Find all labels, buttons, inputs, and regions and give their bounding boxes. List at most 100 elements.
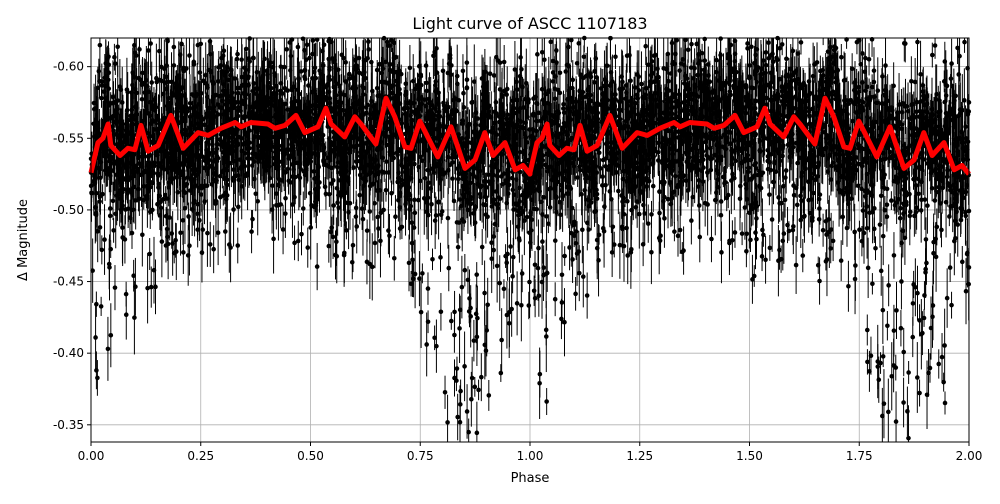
data-point [795,161,800,166]
data-point [874,100,879,105]
data-point [569,38,574,43]
data-point [540,239,545,244]
data-point [955,222,960,227]
data-point [546,90,551,95]
data-point [719,250,724,255]
data-point [855,40,860,45]
data-point [651,184,656,189]
data-point [873,246,878,251]
data-point [917,391,922,396]
data-point [452,333,457,338]
data-point [95,376,100,381]
data-point [449,319,454,324]
data-point [430,257,435,262]
data-point [456,177,461,182]
data-point [905,409,910,414]
data-point [767,192,772,197]
data-point [251,56,256,61]
data-point [845,226,850,231]
data-point [497,281,502,286]
data-point [964,289,969,294]
data-point [886,283,891,288]
data-point [616,189,621,194]
data-point [791,183,796,188]
data-point [763,257,768,262]
data-point [365,228,370,233]
data-point [930,53,935,58]
data-point [112,55,117,60]
data-point [703,201,708,206]
data-point [495,264,500,269]
data-point [936,362,941,367]
data-point [424,342,429,347]
data-point [519,303,524,308]
data-point [628,78,633,83]
data-point [879,269,884,274]
data-point [605,63,610,68]
data-point [881,308,886,313]
data-point [526,303,531,308]
data-point [672,229,677,234]
data-point [520,271,525,276]
data-point [960,260,965,265]
data-point [136,187,141,192]
data-point [426,286,431,291]
data-point [465,409,470,414]
data-point [504,260,509,265]
data-point [689,218,694,223]
data-point [208,242,213,247]
data-point [524,81,529,86]
data-point [925,203,930,208]
data-point [482,291,487,296]
data-point [924,237,929,242]
data-point [956,72,961,77]
data-point [824,259,829,264]
data-point [535,52,540,57]
data-point [97,199,102,204]
data-point [639,82,644,87]
data-point [886,410,891,415]
data-point [172,63,177,68]
data-point [305,245,310,250]
data-point [216,230,221,235]
data-point [846,284,851,289]
data-point [753,230,758,235]
data-point [510,274,515,279]
data-point [102,237,107,242]
data-point [205,231,210,236]
data-point [400,225,405,230]
data-point [474,272,479,277]
data-point [198,70,203,75]
data-point [875,88,880,93]
data-point [771,180,776,185]
data-point [945,296,950,301]
data-point [111,199,116,204]
data-point [676,234,681,239]
data-point [97,69,102,74]
data-point [192,62,197,67]
data-point [666,52,671,57]
data-point [296,45,301,50]
data-point [93,335,98,340]
data-point [885,323,890,328]
data-point [137,47,142,52]
data-point [750,277,755,282]
data-point [794,263,799,268]
data-point [910,335,915,340]
data-point [945,84,950,89]
data-point [393,214,398,219]
data-point [908,210,913,215]
data-point [962,98,967,103]
data-point [719,213,724,218]
data-point [791,145,796,150]
data-point [198,42,203,47]
data-point [351,165,356,170]
data-point [791,49,796,54]
data-point [271,237,276,242]
data-point [581,274,586,279]
data-point [235,243,240,248]
data-point [373,241,378,246]
data-point [292,241,297,246]
data-point [215,142,220,147]
data-point [499,338,504,343]
